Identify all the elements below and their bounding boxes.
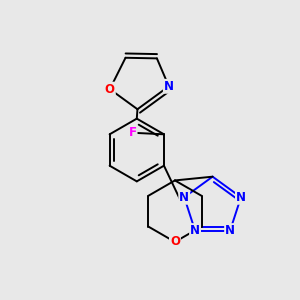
Text: O: O bbox=[170, 236, 180, 248]
Text: N: N bbox=[164, 80, 174, 93]
Text: N: N bbox=[225, 224, 235, 237]
Text: N: N bbox=[236, 191, 246, 204]
Text: O: O bbox=[105, 82, 115, 96]
Text: N: N bbox=[190, 224, 200, 237]
Text: N: N bbox=[179, 191, 189, 204]
Text: F: F bbox=[129, 126, 136, 139]
